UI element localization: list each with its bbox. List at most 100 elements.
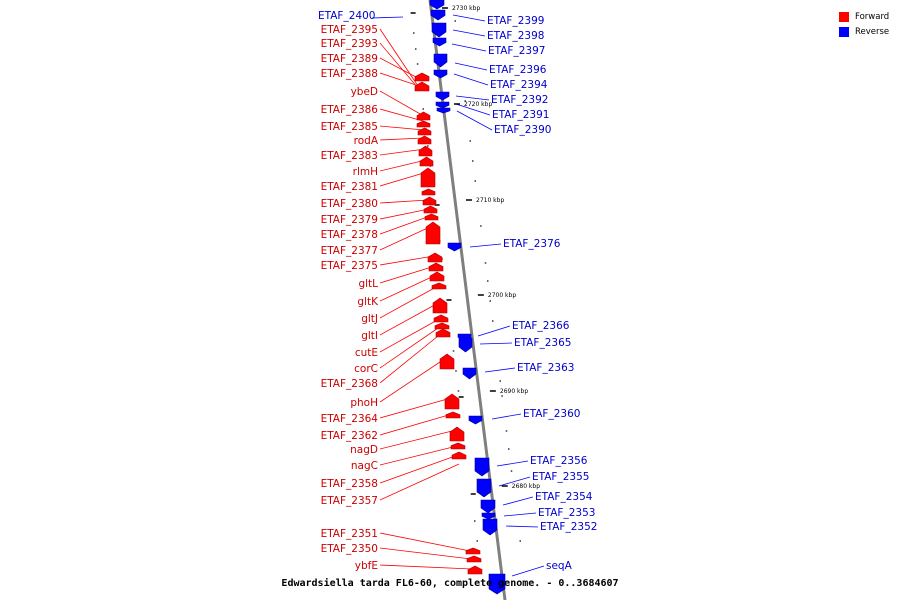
forward-gene	[434, 322, 450, 330]
reverse-gene	[431, 22, 447, 38]
reverse-gene	[435, 91, 450, 101]
forward-gene-label: gltJ	[361, 313, 378, 325]
forward-gene-label: ETAF_2395	[321, 24, 378, 36]
tick-label: 2690 kbp	[500, 388, 528, 395]
tick-label: 2680 kbp	[512, 483, 540, 490]
forward-label-leader	[379, 265, 436, 284]
legend-reverse: Reverse	[839, 24, 889, 39]
forward-gene-label: ybeD	[351, 86, 378, 98]
forward-gene	[467, 565, 483, 575]
forward-gene	[423, 205, 438, 214]
forward-gene	[422, 196, 437, 206]
minor-feature	[508, 448, 510, 450]
forward-gene	[445, 411, 461, 419]
reverse-gene	[482, 518, 498, 536]
legend-forward: Forward	[839, 9, 889, 24]
forward-gene	[450, 442, 466, 450]
minor-feature	[469, 140, 471, 142]
forward-gene	[465, 547, 481, 555]
forward-gene	[416, 120, 431, 128]
forward-gene-label: gltK	[357, 296, 379, 308]
forward-gene	[431, 282, 447, 290]
forward-gene-label: ybfE	[355, 560, 378, 572]
reverse-gene	[430, 9, 446, 21]
minor-feature	[457, 390, 460, 392]
forward-gene	[414, 81, 430, 92]
forward-gene-label: ETAF_2358	[321, 478, 378, 490]
forward-label-leader	[379, 429, 457, 450]
reverse-label-leader	[496, 460, 529, 467]
minor-feature	[415, 48, 417, 50]
forward-gene-label: ETAF_2368	[321, 378, 378, 390]
forward-gene-label: ETAF_2386	[321, 104, 379, 116]
minor-feature	[422, 108, 424, 110]
forward-gene-label: ETAF_2375	[321, 260, 378, 272]
reverse-gene	[432, 37, 447, 47]
forward-label-leader	[379, 208, 430, 220]
minor-feature	[413, 32, 415, 34]
forward-gene-label: ETAF_2383	[321, 150, 378, 162]
forward-gene-label: ETAF_2350	[321, 543, 378, 555]
forward-gene-label: ETAF_2364	[321, 413, 379, 425]
reverse-gene	[468, 415, 483, 425]
genome-caption: Edwardsiella tarda FL6-60, complete geno…	[281, 578, 619, 589]
forward-gene-label: ETAF_2362	[321, 430, 378, 442]
minor-feature	[464, 100, 466, 102]
forward-gene-label: ETAF_2389	[321, 53, 378, 65]
reverse-gene-label: ETAF_2400	[318, 10, 375, 22]
forward-gene-label: ETAF_2378	[321, 229, 378, 241]
forward-gene-label: corC	[354, 363, 378, 375]
forward-label-leader	[379, 137, 425, 141]
forward-label-leader	[379, 301, 441, 336]
forward-label-leader	[379, 397, 452, 419]
reverse-gene	[458, 337, 473, 353]
forward-gene	[427, 252, 443, 263]
forward-gene	[429, 271, 445, 282]
forward-gene	[416, 111, 431, 121]
reverse-gene	[480, 499, 496, 514]
reverse-gene-label: ETAF_2366	[512, 320, 570, 332]
forward-label-leader	[379, 28, 419, 87]
reverse-label-leader	[455, 103, 491, 116]
minor-feature	[472, 160, 474, 162]
forward-label-leader	[379, 463, 460, 501]
reverse-gene-label: seqA	[546, 560, 573, 572]
forward-gene	[432, 297, 448, 314]
forward-label-leader	[379, 57, 417, 78]
forward-gene	[420, 167, 436, 188]
reverse-label-leader	[477, 325, 511, 337]
reverse-gene-label: ETAF_2360	[523, 408, 580, 420]
forward-label-leader	[379, 454, 459, 484]
forward-label-leader	[379, 171, 428, 187]
forward-gene-label: gltI	[361, 330, 378, 342]
reverse-gene	[436, 107, 451, 114]
reverse-gene	[435, 101, 450, 109]
reverse-label-leader	[491, 413, 522, 420]
forward-gene	[451, 451, 467, 460]
minor-feature	[499, 380, 501, 382]
forward-label-leader	[379, 285, 439, 319]
reverse-gene	[476, 478, 492, 498]
legend-reverse-label: Reverse	[855, 26, 890, 37]
minor-feature	[474, 180, 476, 182]
minor-feature	[510, 470, 513, 472]
reverse-gene-label: ETAF_2352	[540, 521, 597, 533]
reverse-gene-label: ETAF_2397	[488, 45, 545, 57]
forward-gene	[439, 353, 455, 370]
reverse-gene	[462, 367, 477, 380]
forward-label-leader	[379, 547, 472, 560]
reverse-label-leader	[371, 16, 404, 19]
reverse-gene	[433, 69, 448, 79]
minor-feature	[454, 20, 456, 22]
legend-forward-label: Forward	[855, 11, 890, 22]
forward-label-leader	[379, 125, 425, 131]
minor-feature	[487, 280, 489, 282]
forward-gene-label: ETAF_2351	[321, 528, 378, 540]
forward-gene	[449, 426, 465, 442]
reverse-label-leader	[451, 43, 487, 52]
tick-label: 2700 kbp	[488, 292, 516, 299]
reverse-gene-label: ETAF_2394	[490, 79, 548, 91]
forward-gene	[433, 314, 449, 323]
minor-feature	[416, 63, 419, 65]
